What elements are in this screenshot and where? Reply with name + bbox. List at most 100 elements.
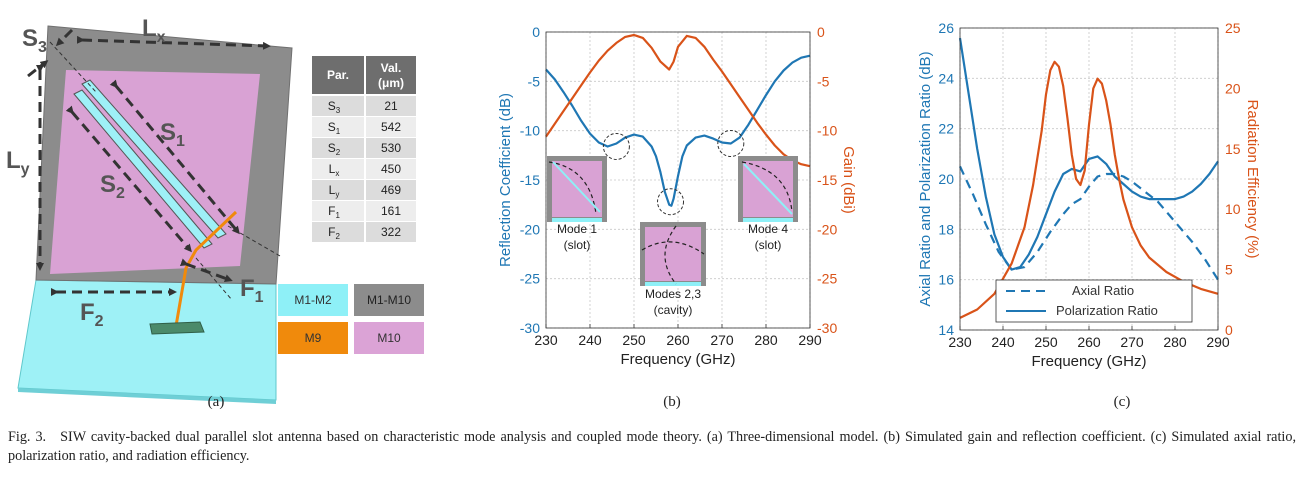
label-f2: F2 <box>80 299 104 330</box>
table-param: Lx <box>329 162 340 178</box>
table-row <box>366 180 416 200</box>
chart-reflection-gain: 230 240 250 260 270 280 290 0 -5 -10 -15 -20 -25 -30 0… <box>497 24 857 368</box>
y-tick-label: 16 <box>938 272 954 288</box>
legend-swatch-m1-m2 <box>278 284 348 316</box>
table-row <box>366 222 416 242</box>
table-value: 469 <box>381 183 401 197</box>
table-param: Ly <box>329 183 340 199</box>
y-axis-label: Reflection Coefficient (dB) <box>497 93 514 267</box>
y2-tick-label: 10 <box>1225 201 1241 217</box>
x-tick-label: 270 <box>710 332 734 348</box>
legend-swatch-m10 <box>354 322 424 354</box>
table-value: 21 <box>384 99 398 113</box>
y2-axis-label: Gain (dBi) <box>840 146 857 214</box>
y-tick-label: -30 <box>520 320 540 336</box>
x-tick-label: 280 <box>754 332 778 348</box>
resonance-marker <box>657 188 685 216</box>
y2-tick-label: -25 <box>817 271 837 287</box>
table-row <box>312 159 364 179</box>
table-value: 161 <box>381 204 401 218</box>
y2-axis-label: Radiation Efficiency (%) <box>1244 100 1261 259</box>
resonance-marker <box>717 129 745 157</box>
series-gain <box>545 33 811 168</box>
y2-tick-label: -20 <box>817 221 837 237</box>
y-tick-label: 0 <box>532 24 540 40</box>
y2-tick-label: -15 <box>817 172 837 188</box>
legend-swatch-m9 <box>278 322 348 354</box>
legend-axial-ratio-label: Axial Ratio <box>1072 283 1134 298</box>
table-row <box>366 201 416 221</box>
legend-polarization-label: Polarization Ratio <box>1056 303 1158 318</box>
mode-annotation: (cavity) <box>654 303 693 317</box>
label-ly: Ly <box>6 147 30 178</box>
legend-label-m10: M10 <box>377 331 401 345</box>
table-param: F2 <box>328 225 340 241</box>
series-radiation-efficiency <box>959 60 1219 319</box>
x-tick-label: 290 <box>1206 334 1230 350</box>
label-s2: S2 <box>100 171 125 202</box>
substrate-layer <box>17 279 277 401</box>
x-tick-label: 240 <box>991 334 1015 350</box>
table-row <box>366 159 416 179</box>
table-param: S3 <box>328 99 341 115</box>
x-tick-label: 230 <box>948 334 972 350</box>
series-polarization-ratio <box>958 37 1219 271</box>
table-param: S2 <box>328 141 341 157</box>
x-tick-label: 230 <box>534 332 558 348</box>
table-value: 530 <box>381 141 401 155</box>
table-param: F1 <box>328 204 340 220</box>
y2-tick-label: 20 <box>1225 80 1241 96</box>
y2-tick-label: 0 <box>1225 322 1233 338</box>
mode-annotation: Mode 4 <box>748 222 788 236</box>
legend: Axial Ratio Polarization Ratio <box>995 279 1193 323</box>
x-tick-label: 270 <box>1120 334 1144 350</box>
x-axis-label: Frequency (GHz) <box>1031 353 1146 370</box>
x-tick-label: 280 <box>1163 334 1187 350</box>
y-tick-label: 18 <box>938 221 954 237</box>
legend-label-m9: M9 <box>305 331 322 345</box>
mode-annotation: Mode 1 <box>557 222 597 236</box>
mode-4-inset <box>738 156 798 222</box>
legend-swatch-m1-m10 <box>354 284 424 316</box>
label-s1: S1 <box>160 119 185 150</box>
label-s3: S3 <box>22 25 47 56</box>
y-tick-label: 20 <box>938 171 954 187</box>
table-row <box>366 138 416 158</box>
table-row <box>366 96 416 116</box>
label-lx: Lx <box>142 15 166 46</box>
mode-annotation: Modes 2,3 <box>645 287 701 301</box>
y-tick-label: -15 <box>520 172 540 188</box>
subfigure-label-a: (a) <box>208 394 225 410</box>
table-value: 542 <box>381 120 401 134</box>
y-tick-label: -5 <box>528 73 541 89</box>
x-tick-label: 250 <box>1034 334 1058 350</box>
x-tick-label: 290 <box>798 332 822 348</box>
table-row <box>312 201 364 221</box>
antenna-3d-model: Lx Ly S3 S1 S2 F1 F2 Par. Val. (μm) S3 21… <box>6 15 424 404</box>
y-tick-label: 26 <box>938 20 954 36</box>
x-axis-label: Frequency (GHz) <box>620 351 735 368</box>
caption-label: Fig. 3. <box>8 429 47 445</box>
mode-annotation: (slot) <box>755 238 782 252</box>
substrate-edge <box>18 388 276 404</box>
x-tick-label: 260 <box>1077 334 1101 350</box>
legend-label-m1-m10: M1-M10 <box>367 293 411 307</box>
y2-tick-label: 0 <box>817 24 825 40</box>
x-tick-label: 260 <box>666 332 690 348</box>
y2-tick-label: 15 <box>1225 141 1241 157</box>
y-tick-label: 14 <box>938 322 954 338</box>
table-row <box>312 96 364 116</box>
table-row <box>312 138 364 158</box>
chart-axial-efficiency: 230 240 250 260 270 280 290 26 24 22 20 18 16 14 25 20 1… <box>917 20 1261 370</box>
table-header-unit: (μm) <box>378 76 404 90</box>
figure-caption: Fig. 3. SIW cavity-backed dual parallel s… <box>8 428 1296 466</box>
modes-2-3-inset <box>640 222 706 286</box>
y2-tick-label: -5 <box>817 73 830 89</box>
table-row <box>312 222 364 242</box>
table-value: 450 <box>381 162 401 176</box>
y2-tick-label: 25 <box>1225 20 1241 36</box>
y-axis-label: Axial Ratio and Polarization Ratio (dB) <box>917 51 934 306</box>
table-header-val: Val. <box>381 61 402 75</box>
parameter-table: Par. Val. (μm) S3 21 S1 542 S2 530 Lx 450 Ly 469 F… <box>312 56 416 242</box>
